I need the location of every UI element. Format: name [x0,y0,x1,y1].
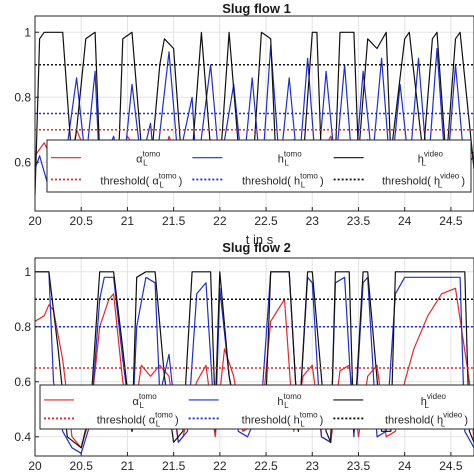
y-tick-label: 0.8 [14,90,31,104]
x-tick-label: 22 [213,214,227,228]
legend-label: threshold( hvideo L ) [385,410,468,428]
x-tick-label: 21 [121,214,135,228]
x-tick-label: 24.5 [439,459,463,473]
x-tick-label: 23.5 [347,459,371,473]
legend-label: αtomo L [133,392,158,410]
legend-box [46,139,472,193]
series-group [35,271,474,454]
legend-label: htomo L [278,150,302,168]
x-tick-label: 20 [28,459,42,473]
legend-box [39,384,474,430]
x-axis-label: t in s [246,232,274,247]
legend-label: hvideo L [421,392,447,410]
y-tick-label: 1 [24,25,31,39]
legend-label: αtomo L [136,150,161,168]
legend-label: threshold( hvideo L ) [382,172,465,190]
legend-label: htomo L [277,392,301,410]
x-tick-label: 21 [121,459,135,473]
legend: αtomo L htomo L hvideo L threshold( αtomo L … [46,139,472,193]
x-tick-label: 21.5 [162,214,186,228]
y-tick-label: 0.8 [14,320,31,334]
x-tick-label: 23.5 [347,214,371,228]
axes-frame [34,257,474,457]
y-tick-label: 0.4 [14,430,31,444]
x-tick-label: 20.5 [70,459,94,473]
legend-label: threshold( αtomo L ) [100,172,182,190]
x-tick-label: 23 [306,459,320,473]
legend-label: threshold( αtomo L ) [97,410,179,428]
chart-1: Slug flow 1 20 20.5 21 21.5 22 22.5 23 23.5 24 24.… [14,1,474,247]
chart-2: Slug flow 2 20 20.5 21 21.5 22 22.5 23 23.5 24 24.… [14,240,474,473]
x-tick-label: 24.5 [439,214,463,228]
chart-title: Slug flow 2 [222,240,291,255]
axes-frame [34,15,474,212]
x-tick-label: 22.5 [254,214,278,228]
x-tick-label: 20.5 [70,214,94,228]
legend-label: threshold( htomo L ) [242,172,324,190]
legend-label: threshold( htomo L ) [242,410,324,428]
y-tick-label: 0.6 [14,375,31,389]
legend: αtomo L htomo L hvideo L threshold( αtomo L … [39,384,474,430]
x-tick-label: 22 [213,459,227,473]
legend-label: hvideo L [418,150,444,168]
chart-title: Slug flow 1 [222,1,291,16]
y-tick-label: 0.6 [14,155,31,169]
y-tick-label: 1 [24,265,31,279]
x-tick-label: 24 [398,459,412,473]
x-tick-label: 24 [398,214,412,228]
x-tick-label: 21.5 [162,459,186,473]
x-tick-label: 22.5 [254,459,278,473]
x-tick-label: 23 [306,214,320,228]
x-tick-label: 20 [28,214,42,228]
